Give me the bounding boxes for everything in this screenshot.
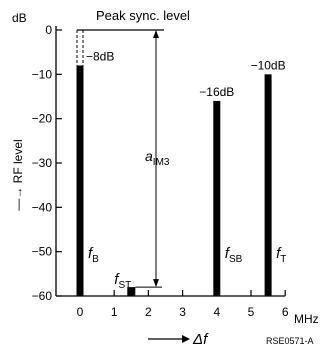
y-axis-title: —→ RF level [11, 139, 25, 210]
bar-b [76, 65, 84, 296]
data-label-sb: −16dB [199, 85, 234, 99]
y-tick-label: −60 [32, 289, 53, 303]
x-unit-label: MHz [294, 312, 319, 326]
x-tick-label: 0 [77, 305, 84, 319]
a-im3-label: aIM3 [145, 148, 170, 168]
figure-id: RSE0571-A [266, 336, 314, 346]
x-tick-label: 1 [111, 305, 118, 319]
axes [55, 26, 286, 297]
x-tick-label: 2 [145, 305, 152, 319]
signal-label-t: fT [276, 245, 286, 265]
x-tick-label: 4 [213, 305, 220, 319]
x-axis-label: Δf [192, 331, 209, 347]
y-tick-label: −50 [32, 245, 53, 259]
signal-label-sb: fSB [225, 245, 243, 265]
bar-st [127, 287, 136, 296]
y-ticks: 0 −10 −20 −30 −40 −50 −60 [32, 23, 62, 303]
x-ticks: 0 1 2 3 4 5 6 [77, 289, 289, 319]
signal-label-b: fB [88, 245, 99, 265]
x-tick-label: 6 [282, 305, 289, 319]
y-tick-label: −10 [32, 67, 53, 81]
x-axis-title: Δf [148, 331, 209, 347]
signal-label-st: fST [114, 271, 131, 291]
y-tick-label: 0 [45, 23, 52, 37]
data-label-b: −8dB [86, 49, 114, 63]
y-axis-label: RF level [11, 139, 25, 183]
x-tick-label: 5 [248, 305, 255, 319]
x-axis-arrow-head [182, 335, 190, 343]
bar-sb [213, 100, 221, 296]
bars: −8dB fB fST −16dB fSB −10dB fT [76, 49, 286, 296]
y-tick-label: −40 [32, 200, 53, 214]
y-tick-label: −30 [32, 156, 53, 170]
y-axis-arrow: —→ [11, 187, 25, 211]
data-label-t: −10dB [251, 58, 286, 72]
annotations: aIM3 [76, 29, 170, 288]
reference-label: Peak sync. level [96, 8, 190, 23]
y-tick-label: −20 [32, 112, 53, 126]
svg-text:—→ RF level: —→ RF level [11, 139, 25, 210]
a-im3-arrow-bottom [153, 279, 159, 288]
bar-t [264, 74, 272, 296]
a-im3-arrow-top [153, 30, 159, 38]
x-tick-label: 3 [179, 305, 186, 319]
y-unit-label: dB [12, 11, 27, 25]
